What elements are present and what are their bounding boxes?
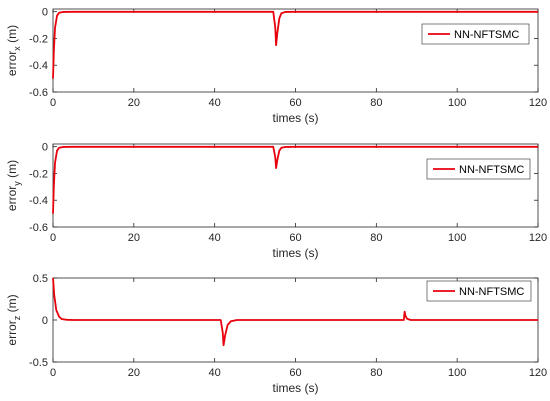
x-tick-label: 100 bbox=[448, 367, 466, 379]
y-tick-label: -0.6 bbox=[29, 222, 48, 234]
x-tick-label: 0 bbox=[50, 367, 56, 379]
x-tick-label: 120 bbox=[529, 232, 547, 244]
y-axis-label: errory (m) bbox=[5, 160, 22, 211]
y-tick-label: -0.2 bbox=[29, 33, 48, 45]
series-line bbox=[52, 145, 538, 214]
y-tick-label: -0.4 bbox=[29, 60, 48, 72]
y-axis-label: errorz (m) bbox=[5, 294, 22, 345]
x-tick-label: 60 bbox=[289, 367, 301, 379]
x-tick-label: 60 bbox=[289, 232, 301, 244]
x-tick-label: 40 bbox=[209, 367, 221, 379]
y-tick-label: 0 bbox=[42, 315, 48, 327]
x-tick-label: 60 bbox=[289, 97, 301, 109]
y-tick-label: 0 bbox=[42, 7, 48, 19]
legend-box bbox=[426, 280, 532, 302]
axes-box bbox=[52, 143, 539, 228]
x-tick-label: 40 bbox=[209, 232, 221, 244]
x-tick-label: 120 bbox=[529, 97, 547, 109]
x-axis-label: times (s) bbox=[273, 111, 319, 125]
x-tick-label: 80 bbox=[370, 367, 382, 379]
subplot-1: 0 20 40 60 80 100 120 -0.6 -0.4 -0.2 0 times (s) err… bbox=[5, 7, 547, 125]
x-tick-label: 40 bbox=[209, 97, 221, 109]
axes-box bbox=[52, 8, 539, 93]
x-tick-label: 100 bbox=[448, 232, 466, 244]
legend: NN-NFTSMC bbox=[426, 158, 531, 180]
x-tick-label: 0 bbox=[50, 232, 56, 244]
y-tick-label: -0.5 bbox=[29, 357, 48, 369]
x-tick-label: 20 bbox=[128, 97, 140, 109]
x-tick-label: 100 bbox=[448, 97, 466, 109]
legend-label: NN-NFTSMC bbox=[459, 164, 524, 176]
y-tick-label: -0.2 bbox=[29, 168, 48, 180]
legend: NN-NFTSMC bbox=[426, 280, 532, 302]
legend-label: NN-NFTSMC bbox=[459, 286, 524, 298]
y-tick-label: -0.4 bbox=[29, 195, 48, 207]
x-tick-label: 80 bbox=[370, 232, 382, 244]
legend-box bbox=[426, 158, 531, 180]
x-tick-label: 20 bbox=[128, 367, 140, 379]
x-tick-label: 20 bbox=[128, 232, 140, 244]
x-tick-label: 0 bbox=[50, 97, 56, 109]
y-tick-label: 0.5 bbox=[33, 273, 48, 285]
series-line bbox=[52, 277, 538, 347]
legend: NN-NFTSMC bbox=[421, 23, 530, 45]
y-axis-label: errorx (m) bbox=[5, 25, 22, 76]
x-tick-label: 120 bbox=[529, 367, 547, 379]
y-tick-label: 0 bbox=[42, 142, 48, 154]
subplot-2: 0 20 40 60 80 100 120 -0.6 -0.4 -0.2 0 times (s) err… bbox=[5, 142, 547, 260]
x-axis-label: times (s) bbox=[273, 246, 319, 260]
legend-label: NN-NFTSMC bbox=[454, 29, 519, 41]
x-axis-label: times (s) bbox=[273, 381, 319, 395]
series-line bbox=[52, 10, 538, 79]
y-tick-label: -0.6 bbox=[29, 87, 48, 99]
legend-box bbox=[421, 23, 530, 45]
x-tick-label: 80 bbox=[370, 97, 382, 109]
